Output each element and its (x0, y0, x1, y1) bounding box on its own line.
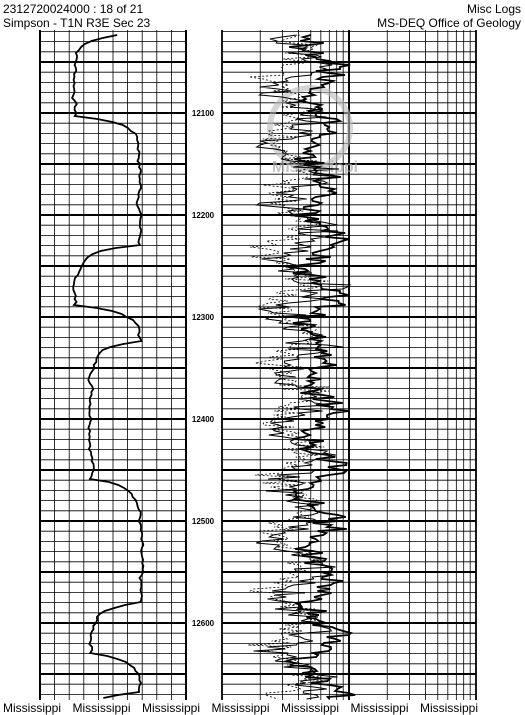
log-curve (283, 34, 356, 700)
footer-label: Mississippi (3, 701, 61, 715)
watermark-seal (267, 85, 353, 171)
depth-label: 12300 (192, 313, 215, 322)
footer-label: Mississippi (212, 701, 270, 715)
depth-label: 12500 (192, 517, 215, 526)
footer-label: Mississippi (281, 701, 339, 715)
well-id: 2312720024000 : 18 of 21 (3, 2, 144, 16)
agency: MS-DEQ Office of Geology (377, 16, 521, 30)
depth-label: 12600 (192, 619, 215, 628)
log-curve (247, 34, 330, 700)
log-curve (253, 34, 352, 700)
footer-label: Mississippi (142, 701, 200, 715)
depth-label: 12100 (192, 109, 215, 118)
log-type: Misc Logs (466, 2, 521, 16)
footer-label: Mississippi (420, 701, 478, 715)
footer-label: Mississippi (351, 701, 409, 715)
footer-label: Mississippi (73, 701, 131, 715)
gamma-curve (71, 34, 145, 699)
depth-label: 12400 (192, 415, 215, 424)
location: Simpson - T1N R3E Sec 23 (3, 16, 151, 30)
depth-label: 12200 (192, 211, 215, 220)
